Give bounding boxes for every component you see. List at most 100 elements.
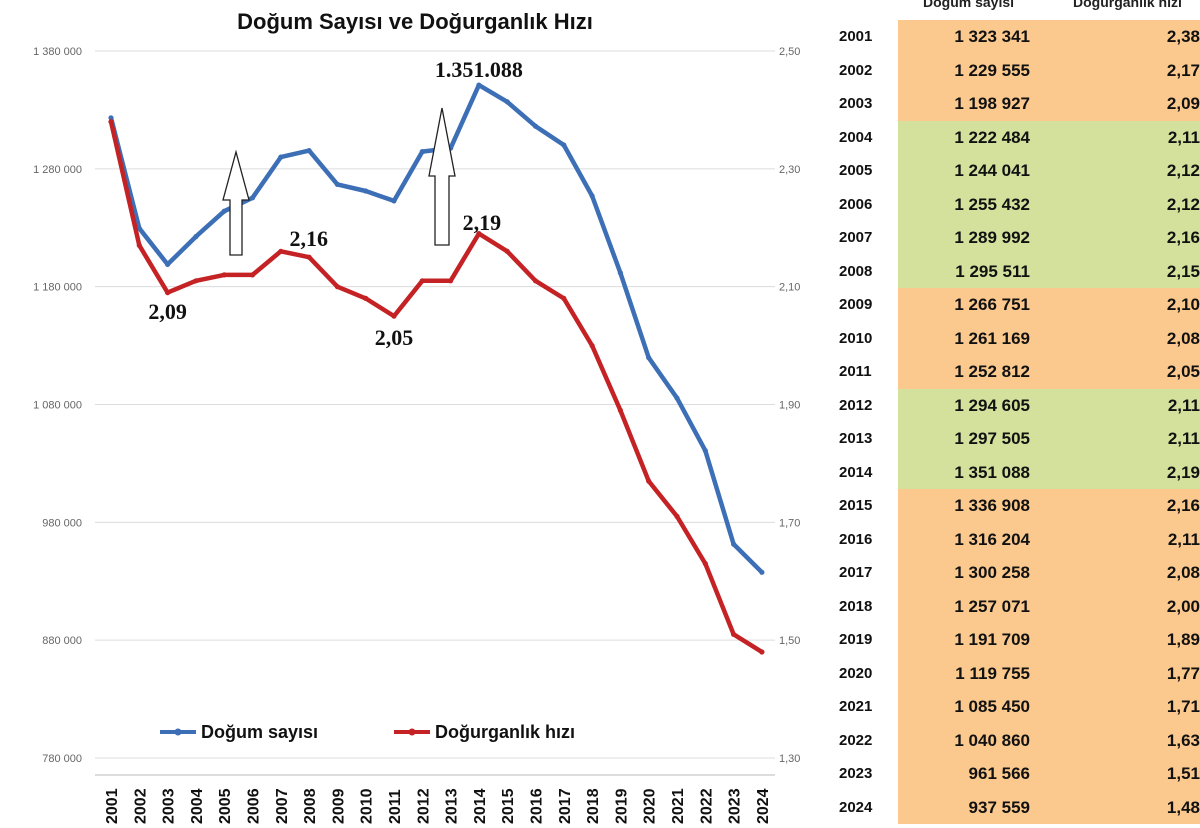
row-highlight: 1 295 511 2,15	[898, 254, 1200, 288]
row-fertility-rate: 1,48	[1166, 797, 1200, 817]
row-fertility-rate: 1,63	[1166, 730, 1200, 750]
table-row: 2009 1 266 751 2,10	[833, 288, 1200, 322]
table-row: 2011 1 252 812 2,05	[833, 355, 1200, 389]
point-fertility-rate	[617, 407, 624, 413]
row-year: 2007	[839, 229, 873, 246]
row-birth-count: 1 085 450	[954, 697, 1030, 716]
table-row: 2007 1 289 992 2,16	[833, 221, 1200, 255]
table-row: 2015 1 336 908 2,16	[833, 489, 1200, 523]
table-row: 2005 1 244 041 2,12	[833, 154, 1200, 188]
point-fertility-rate	[363, 295, 369, 301]
row-highlight: 1 244 041 2,12	[898, 154, 1200, 188]
row-highlight: 1 040 860 1,63	[898, 723, 1200, 757]
x-tick: 2022	[698, 788, 715, 824]
row-year: 2018	[839, 597, 873, 615]
row-highlight: 1 323 341 2,38	[898, 20, 1200, 54]
point-fertility-rate	[476, 231, 482, 237]
row-highlight: 1 266 751 2,10	[898, 288, 1200, 322]
point-birth-count	[249, 195, 256, 201]
row-highlight: 1 316 204 2,11	[898, 522, 1200, 556]
table-row: 2019 1 191 709 1,89	[833, 623, 1200, 657]
row-birth-count: 1 191 709	[954, 630, 1030, 649]
point-fertility-rate	[448, 278, 454, 284]
x-tick: 2017	[557, 788, 574, 824]
table-row: 2022 1 040 860 1,63	[833, 723, 1200, 757]
table-header: Doğum sayısı Doğurganlık hızı	[833, 0, 1200, 18]
row-fertility-rate: 2,11	[1167, 127, 1200, 147]
y-left-tick: 1 280 000	[33, 164, 82, 176]
point-fertility-rate	[759, 649, 765, 655]
y-left-tick: 1 080 000	[33, 400, 82, 412]
row-birth-count: 1 351 088	[954, 462, 1030, 482]
row-year: 2004	[839, 128, 873, 146]
point-fertility-rate	[334, 284, 340, 290]
row-year: 2002	[839, 61, 873, 79]
gridlines	[95, 50, 775, 776]
row-fertility-rate: 2,15	[1166, 261, 1200, 281]
trend-arrows	[222, 107, 456, 256]
point-birth-count	[759, 569, 765, 575]
row-fertility-rate: 2,38	[1166, 27, 1200, 46]
table-row: 2004 1 222 484 2,11	[833, 120, 1200, 154]
point-fertility-rate	[278, 248, 284, 254]
y-left-tick: 880 000	[42, 635, 82, 647]
row-highlight: 1 294 605 2,11	[898, 388, 1200, 422]
point-birth-count	[221, 208, 227, 214]
point-fertility-rate	[165, 290, 171, 296]
point-fertility-rate	[221, 272, 227, 278]
x-tick: 2006	[246, 788, 263, 824]
point-birth-count	[476, 82, 482, 88]
row-fertility-rate: 2,11	[1167, 529, 1200, 549]
point-birth-count	[363, 188, 369, 194]
header-fertility-rate: Doğurganlık hızı	[1073, 0, 1182, 10]
row-highlight: 1 351 088 2,19	[898, 455, 1200, 489]
row-year: 2008	[839, 262, 873, 280]
y-left-tick: 780 000	[42, 753, 82, 765]
row-highlight: 937 559 1,48	[898, 790, 1200, 824]
row-highlight: 1 085 450 1,71	[898, 690, 1200, 724]
row-fertility-rate: 1,71	[1166, 697, 1200, 716]
table-row: 2002 1 229 555 2,17	[833, 53, 1200, 87]
table-row: 2012 1 294 605 2,11	[833, 388, 1200, 422]
x-tick: 2010	[359, 788, 376, 824]
row-birth-count: 1 295 511	[955, 261, 1030, 281]
table-row: 2018 1 257 071 2,00	[833, 589, 1200, 623]
point-fertility-rate	[731, 631, 737, 637]
row-fertility-rate: 2,08	[1166, 563, 1200, 582]
point-birth-count	[193, 234, 199, 240]
legend-marker-birth-count	[174, 728, 182, 736]
point-fertility-rate	[249, 272, 256, 278]
row-fertility-rate: 2,00	[1166, 596, 1200, 616]
row-highlight: 1 119 755 1,77	[898, 656, 1200, 690]
row-year: 2003	[839, 95, 873, 112]
row-year: 2020	[839, 664, 873, 682]
point-fertility-rate	[419, 278, 425, 284]
point-birth-count	[108, 115, 114, 121]
row-fertility-rate: 2,16	[1166, 228, 1200, 247]
x-tick: 2011	[387, 789, 404, 824]
point-fertility-rate	[589, 343, 595, 349]
x-tick: 2009	[330, 788, 347, 824]
table-row: 2001 1 323 341 2,38	[833, 20, 1200, 54]
x-tick: 2013	[444, 788, 461, 824]
y-left-tick: 980 000	[42, 517, 82, 529]
row-year: 2022	[839, 731, 873, 749]
point-birth-count	[589, 193, 595, 199]
right-axis-ticks: 2,50 2,30 2,10 1,90 1,70 1,50 1,30	[779, 46, 800, 765]
point-fertility-rate	[504, 248, 510, 254]
row-year: 2010	[839, 329, 873, 347]
row-birth-count: 1 198 927	[954, 94, 1030, 113]
row-fertility-rate: 2,11	[1167, 429, 1200, 448]
row-birth-count: 1 040 860	[954, 730, 1030, 750]
row-highlight: 1 289 992 2,16	[898, 221, 1200, 255]
row-fertility-rate: 2,11	[1167, 395, 1200, 415]
y-right-tick: 2,50	[779, 46, 800, 58]
table-row: 2014 1 351 088 2,19	[833, 455, 1200, 489]
y-left-tick: 1 180 000	[33, 282, 82, 294]
annotation-label: 2,05	[375, 325, 414, 350]
legend-marker-fertility-rate	[408, 728, 416, 736]
x-tick: 2001	[104, 788, 121, 824]
row-birth-count: 1 294 605	[954, 395, 1030, 415]
point-fertility-rate	[674, 513, 680, 520]
legend-label-birth-count: Doğum sayısı	[201, 722, 318, 742]
